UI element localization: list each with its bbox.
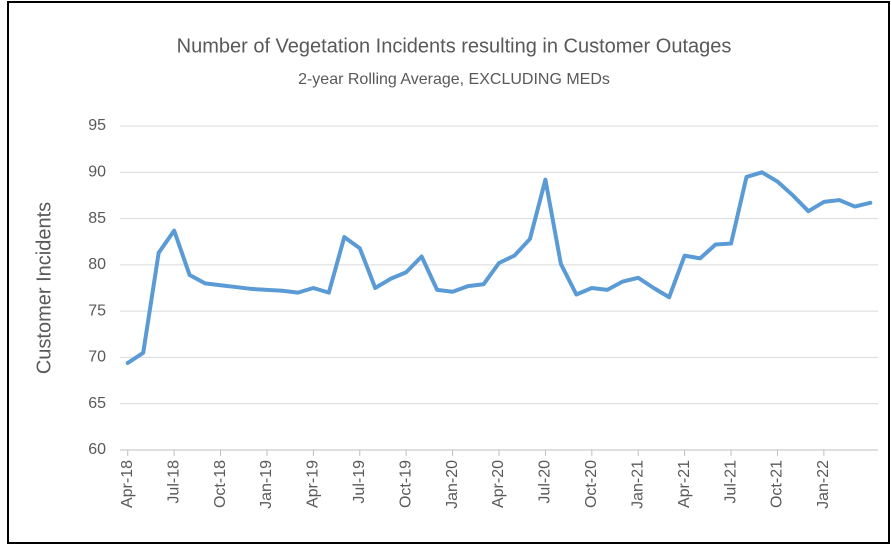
x-tick-label: Apr-20	[490, 460, 507, 508]
y-tick-label: 80	[88, 256, 106, 273]
x-tick-label: Jan-21	[629, 460, 646, 509]
chart-title: Number of Vegetation Incidents resulting…	[177, 35, 732, 57]
y-tick-label: 95	[88, 117, 106, 134]
y-tick-label: 75	[88, 302, 106, 319]
chart-subtitle: 2-year Rolling Average, EXCLUDING MEDs	[298, 71, 610, 88]
x-tick-label: Jul-20	[537, 460, 554, 504]
y-tick-label: 85	[88, 210, 106, 227]
x-tick-label: Oct-20	[583, 460, 600, 508]
x-tick-label: Apr-18	[119, 460, 136, 508]
y-tick-label: 65	[88, 395, 106, 412]
y-tick-label: 60	[88, 441, 106, 458]
x-tick-label: Jul-19	[351, 460, 368, 504]
x-tick-label: Oct-21	[769, 460, 786, 508]
data-line	[125, 170, 873, 365]
x-tick-label: Jan-22	[815, 460, 832, 509]
x-tick-label: Jan-19	[258, 460, 275, 509]
x-tick-label: Apr-19	[305, 460, 322, 508]
x-tick-label: Jul-21	[722, 460, 739, 504]
x-tick-label: Oct-18	[212, 460, 229, 508]
x-tick-label: Jan-20	[444, 460, 461, 509]
x-tick-label: Oct-19	[397, 460, 414, 508]
y-tick-label: 70	[88, 349, 106, 366]
x-tick-label: Jul-18	[165, 460, 182, 504]
x-tick-label: Apr-21	[676, 460, 693, 508]
y-axis-title: Customer Incidents	[33, 202, 55, 374]
y-tick-label: 90	[88, 164, 106, 181]
